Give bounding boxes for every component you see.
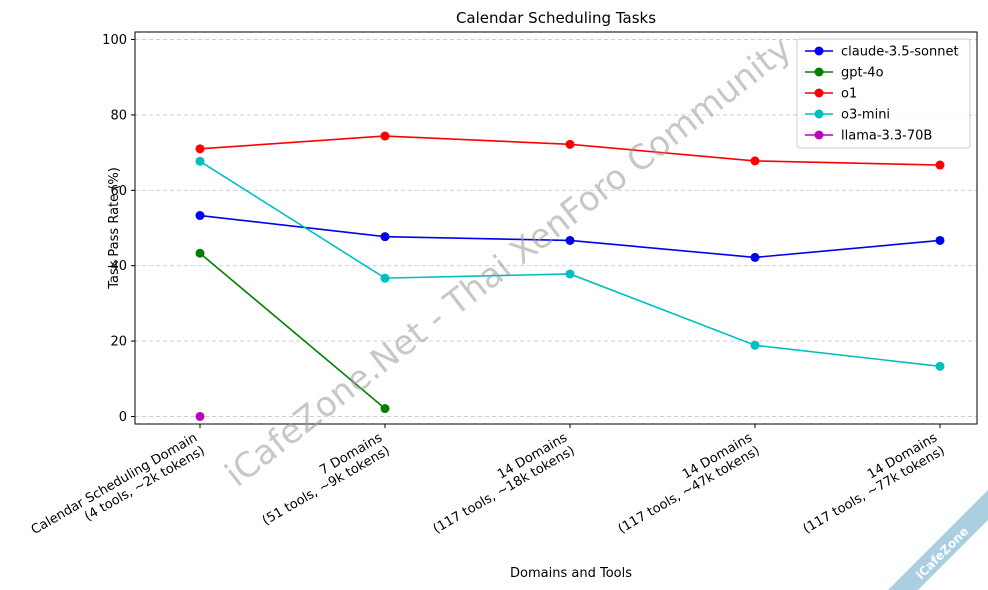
- y-axis-ticks: 0 20 40 60 80 100: [102, 33, 135, 425]
- legend-marker-claude-3.5-sonnet: [814, 46, 824, 56]
- series-gpt-4o: [195, 248, 390, 414]
- legend-marker-gpt-4o: [814, 67, 824, 77]
- data-point-o1-3: [750, 156, 760, 166]
- legend-entry-o3-mini: o3-mini: [805, 108, 890, 123]
- legend: claude-3.5-sonnet gpt-4o o1 o3-mini llama-3.…: [796, 38, 971, 149]
- x-tick-label-3-line-1: (117 tools, ~47k tokens): [616, 443, 763, 536]
- watermark: iCafeZone.Net - Thai XenForo Community: [218, 29, 799, 495]
- data-point-claude-3.5-sonnet-1: [380, 232, 390, 242]
- legend-label-gpt-4o: gpt-4o: [841, 66, 884, 81]
- y-tick-label-20: 20: [110, 335, 127, 350]
- legend-label-llama-3.3-70B: llama-3.3-70B: [841, 129, 932, 144]
- x-tick-label-0: Calendar Scheduling Domain(4 tools, ~2k …: [29, 430, 208, 550]
- x-tick-label-4-line-1: (117 tools, ~77k tokens): [801, 443, 948, 536]
- y-tick-label-80: 80: [110, 108, 127, 123]
- legend-entry-claude-3.5-sonnet: claude-3.5-sonnet: [805, 45, 959, 60]
- y-tick-label-40: 40: [110, 259, 127, 274]
- data-point-o3-mini-0: [195, 156, 205, 166]
- series-o1: [195, 131, 945, 170]
- x-axis-ticks: Calendar Scheduling Domain(4 tools, ~2k …: [29, 424, 948, 550]
- y-tick-label-60: 60: [110, 184, 127, 199]
- x-tick-label-0-line-0: Calendar Scheduling Domain: [29, 430, 200, 537]
- data-point-llama-3.3-70B-0: [195, 411, 205, 421]
- legend-entry-llama-3.3-70B: llama-3.3-70B: [805, 129, 932, 144]
- data-point-o3-mini-1: [380, 273, 390, 283]
- data-point-o3-mini-4: [935, 361, 945, 371]
- legend-entry-o1: o1: [805, 87, 857, 102]
- data-point-o3-mini-2: [565, 269, 575, 279]
- corner-badge-text: iCafeZone: [913, 524, 971, 582]
- x-axis-label: Domains and Tools: [510, 566, 632, 581]
- chart-title: Calendar Scheduling Tasks: [456, 9, 656, 27]
- series-lines: [195, 131, 945, 421]
- legend-box: [796, 38, 971, 149]
- x-tick-label-3: 14 Domains(117 tools, ~47k tokens): [608, 430, 763, 537]
- data-point-claude-3.5-sonnet-0: [195, 211, 205, 221]
- y-tick-label-0: 0: [119, 410, 127, 425]
- data-point-gpt-4o-0: [195, 248, 205, 258]
- series-claude-3.5-sonnet: [195, 211, 945, 262]
- corner-badge-ribbon: [888, 490, 988, 590]
- data-point-o1-4: [935, 160, 945, 170]
- legend-label-o3-mini: o3-mini: [841, 108, 890, 123]
- y-axis-label: Task Pass Rate (%): [107, 167, 122, 290]
- plot-area-frame: [134, 31, 978, 425]
- series-line-gpt-4o: [199, 252, 386, 410]
- series-o3-mini: [195, 156, 945, 371]
- x-tick-label-4: 14 Domains(117 tools, ~77k tokens): [793, 430, 948, 537]
- series-llama-3.3-70B: [195, 411, 205, 421]
- data-point-claude-3.5-sonnet-2: [565, 235, 575, 245]
- corner-badge: iCafeZone: [888, 490, 988, 590]
- legend-marker-o3-mini: [814, 109, 824, 119]
- y-tick-label-100: 100: [102, 33, 127, 48]
- data-point-claude-3.5-sonnet-4: [935, 235, 945, 245]
- x-tick-label-2: 14 Domains(117 tools, ~18k tokens): [423, 430, 578, 537]
- legend-marker-o1: [814, 88, 824, 98]
- grid-lines: [135, 39, 977, 417]
- data-point-o1-1: [380, 131, 390, 141]
- data-point-gpt-4o-1: [380, 404, 390, 414]
- watermark-text: iCafeZone.Net - Thai XenForo Community: [218, 29, 799, 495]
- legend-entry-gpt-4o: gpt-4o: [805, 66, 884, 81]
- data-point-claude-3.5-sonnet-3: [750, 252, 760, 262]
- x-tick-label-2-line-1: (117 tools, ~18k tokens): [431, 443, 578, 536]
- data-point-o1-0: [195, 144, 205, 154]
- data-point-o1-2: [565, 139, 575, 149]
- legend-label-claude-3.5-sonnet: claude-3.5-sonnet: [841, 45, 959, 60]
- legend-marker-llama-3.3-70B: [814, 130, 824, 140]
- data-point-o3-mini-3: [750, 340, 760, 350]
- legend-label-o1: o1: [841, 87, 857, 102]
